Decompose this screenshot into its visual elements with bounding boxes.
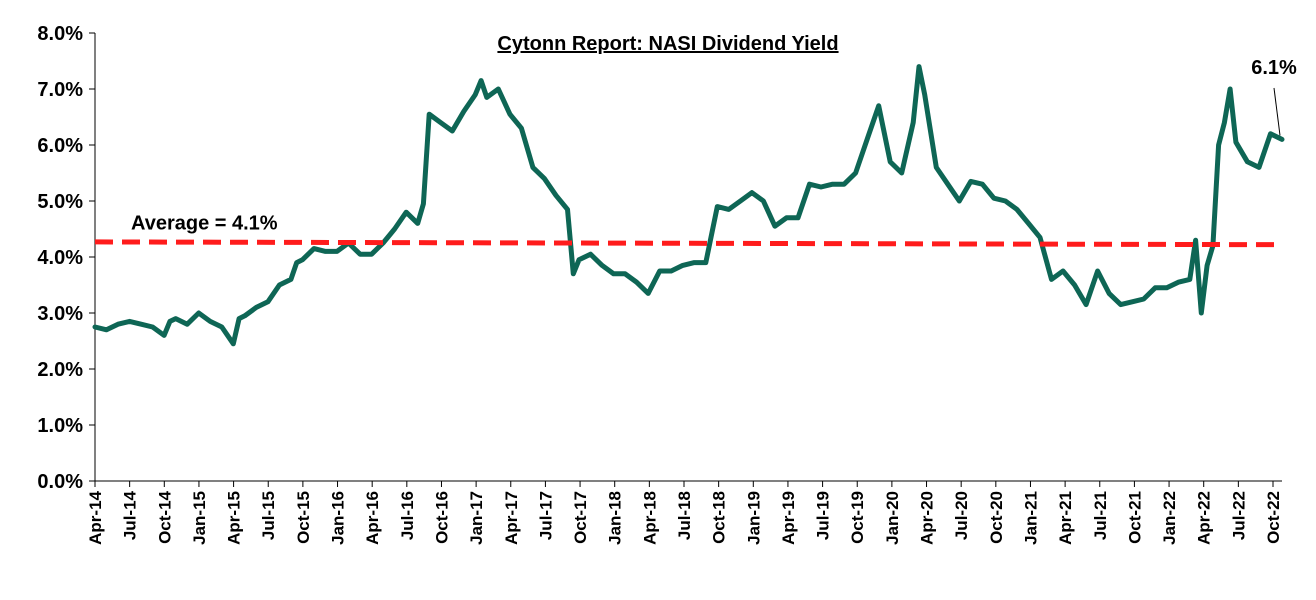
x-tick-label: Jan-20 xyxy=(883,491,902,545)
latest-value-label: 6.1% xyxy=(1251,57,1297,79)
x-tick-label: Apr-19 xyxy=(779,491,798,545)
x-tick-label: Apr-18 xyxy=(640,491,659,545)
x-tick-label: Apr-22 xyxy=(1195,491,1214,545)
x-tick-label: Apr-21 xyxy=(1056,491,1075,545)
y-axis: 0.0% 1.0% 2.0% 3.0% 4.0% 5.0% 6.0% 7.0% 8.0% xyxy=(37,23,96,493)
x-tick-label: Oct-20 xyxy=(987,491,1006,544)
x-tick-label: Jul-14 xyxy=(121,490,140,540)
x-tick-label: Apr-15 xyxy=(225,491,244,545)
y-tick-label: 6.0% xyxy=(37,135,83,157)
x-tick-label: Jan-17 xyxy=(467,491,486,545)
x-tick-label: Jan-22 xyxy=(1160,491,1179,545)
x-tick-label: Oct-16 xyxy=(432,491,451,544)
series-layer xyxy=(92,64,1285,347)
dividend-yield-line xyxy=(92,64,1285,347)
x-tick-label: Jul-21 xyxy=(1091,491,1110,540)
x-tick-label: Oct-21 xyxy=(1125,491,1144,544)
y-tick-label: 5.0% xyxy=(37,191,83,213)
y-tick-label: 8.0% xyxy=(37,23,83,45)
y-tick-label: 7.0% xyxy=(37,79,83,101)
average-label: Average = 4.1% xyxy=(131,212,278,234)
x-tick-label: Oct-22 xyxy=(1264,491,1283,544)
x-tick-label: Apr-16 xyxy=(363,491,382,545)
x-tick-label: Oct-18 xyxy=(710,491,729,544)
x-tick-label: Apr-20 xyxy=(918,491,937,545)
x-tick-label: Oct-15 xyxy=(294,491,313,544)
x-tick-label: Jul-18 xyxy=(675,491,694,540)
y-tick-label: 0.0% xyxy=(37,471,83,493)
x-tick-label: Jul-17 xyxy=(536,491,555,540)
y-tick-label: 2.0% xyxy=(37,359,83,381)
x-axis: Apr-14 Jul-14 Oct-14 Jan-15 Apr-15 Jul-15 Oct-… xyxy=(86,480,1283,545)
chart-title: Cytonn Report: NASI Dividend Yield xyxy=(497,33,838,55)
y-tick-label: 1.0% xyxy=(37,415,83,437)
x-tick-label: Jul-16 xyxy=(398,491,417,540)
y-tick-label: 3.0% xyxy=(37,303,83,325)
y-tick-label: 4.0% xyxy=(37,247,83,269)
x-tick-label: Jul-20 xyxy=(952,491,971,540)
x-tick-label: Apr-17 xyxy=(502,491,521,545)
x-tick-label: Oct-17 xyxy=(571,491,590,544)
annotation-layer: Average = 4.1% 6.1% xyxy=(131,57,1297,234)
average-line xyxy=(94,239,1283,248)
x-tick-label: Jan-19 xyxy=(744,491,763,545)
x-tick-label: Jan-21 xyxy=(1021,491,1040,545)
x-tick-label: Jan-16 xyxy=(329,491,348,545)
x-tick-label: Oct-14 xyxy=(155,490,174,543)
x-tick-label: Jan-18 xyxy=(606,491,625,545)
x-tick-label: Oct-19 xyxy=(848,491,867,544)
x-tick-label: Jul-19 xyxy=(814,491,833,540)
x-tick-label: Jul-15 xyxy=(259,491,278,540)
x-tick-label: Apr-14 xyxy=(86,490,105,544)
x-tick-label: Jul-22 xyxy=(1229,491,1248,540)
x-tick-label: Jan-15 xyxy=(190,491,209,545)
latest-value-leader-line xyxy=(1273,87,1281,136)
